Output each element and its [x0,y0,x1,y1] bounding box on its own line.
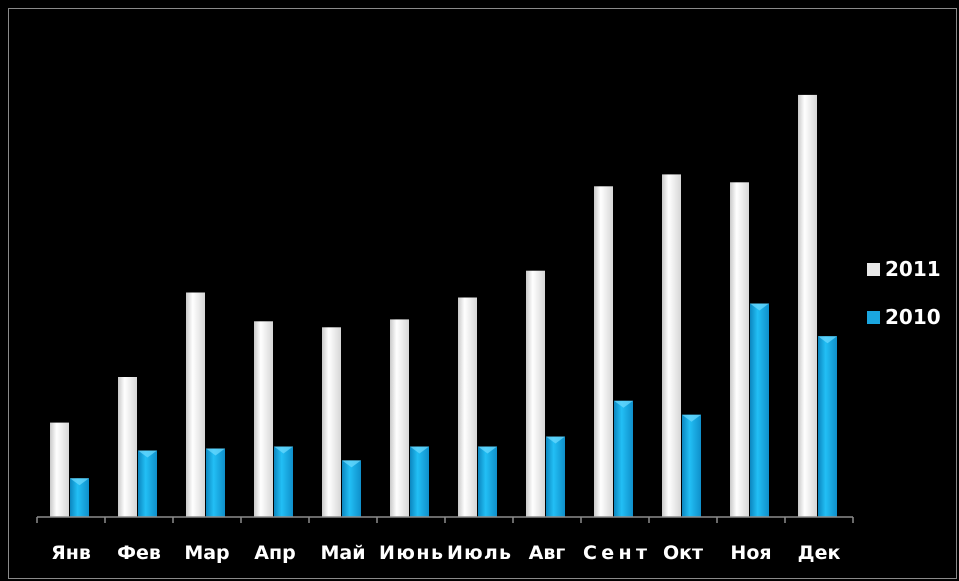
x-tick-label: Авг [529,542,566,564]
chart-frame [8,8,957,579]
legend-label-2010: 2010 [885,305,941,329]
bar-cap-2010-Ноя [750,303,769,311]
x-tick-label: Ноя [730,542,771,564]
bar-2010-Авг [546,436,565,517]
x-tick-label: Окт [663,542,703,564]
x-tick-label: Мар [184,542,229,564]
x-tick-label: Фев [117,542,161,564]
bar-2010-Фев [138,450,157,517]
bar-cap-2010-Май [342,460,361,468]
bar-cap-2010-Янв [70,478,89,486]
bar-cap-2010-Мар [206,448,225,456]
bar-2011-Янв [50,422,69,517]
bar-cap-2010-Сент [614,400,633,408]
bar-2011-Сент [594,186,613,518]
bar-cap-2010-Июнь [410,446,429,454]
bars-group [50,94,837,518]
bar-cap-2010-Авг [546,436,565,444]
bar-2010-Дек [818,336,837,517]
bar-2010-Июль [478,446,497,517]
x-tick-label: Июнь [379,542,443,564]
bar-2011-Июль [458,297,477,517]
bar-2010-Апр [274,446,293,517]
bar-2011-Авг [526,270,545,517]
bar-2011-Май [322,327,341,517]
bar-2011-Июнь [390,319,409,517]
bar-2011-Ноя [730,182,749,518]
bar-2010-Май [342,460,361,517]
legend-swatch-2011 [867,263,880,276]
bar-2010-Окт [682,414,701,517]
bar-cap-2010-Дек [818,336,837,344]
x-tick-label: Апр [254,542,295,564]
bar-cap-2010-Июль [478,446,497,454]
bar-2011-Мар [186,292,205,517]
bar-2010-Сент [614,400,633,517]
bar-cap-2010-Апр [274,446,293,454]
bar-2010-Июнь [410,446,429,517]
bar-cap-2010-Окт [682,414,701,422]
bar-2010-Ноя [750,303,769,517]
x-tick-label: Сент [583,542,647,564]
x-tick-label: Янв [51,542,91,564]
bar-cap-2010-Фев [138,450,157,458]
x-tick-label: Июль [447,542,511,564]
bar-2011-Окт [662,174,681,517]
x-axis: Янв Фев Мар Апр Май Июнь Июль Авг Сент Окт Ноя Дек [36,516,854,564]
legend-label-2011: 2011 [885,257,941,281]
x-tick-label: Дек [798,542,841,564]
bar-2010-Янв [70,478,89,517]
bar-2010-Мар [206,448,225,517]
x-tick-label: Май [320,542,365,564]
bar-2011-Апр [254,321,273,517]
legend-swatch-2010 [867,311,880,324]
bar-2011-Дек [798,94,817,518]
legend: 2011 2010 [867,257,941,329]
bar-2011-Фев [118,377,137,517]
